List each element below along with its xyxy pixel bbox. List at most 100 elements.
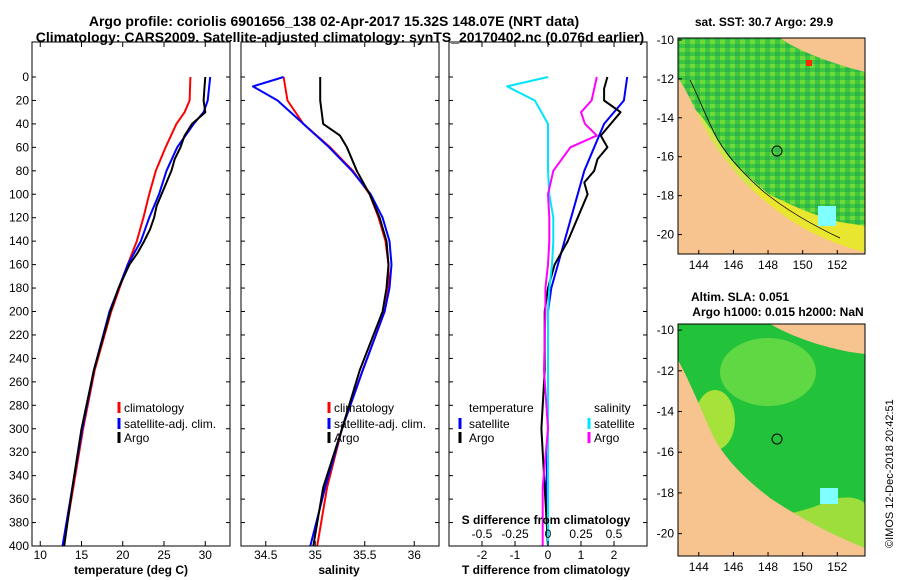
salinity-lines	[251, 76, 393, 546]
temperature-axes-box	[31, 41, 231, 547]
temperature-xtick-label: 10	[34, 548, 48, 562]
sst-lat-label: -14	[657, 111, 675, 125]
sla-lon-label: 152	[827, 560, 847, 574]
sla-lon-ticks: 144 146 148 150 152	[689, 552, 848, 574]
legend-label-climatology: climatology	[124, 401, 184, 415]
salinity-xlabel: salinity	[318, 563, 360, 577]
difference-lines	[506, 76, 629, 546]
difference-line-salinity-satellite	[506, 76, 555, 546]
sla-map: -10 -12 -14 -16 -18 -20 144 146 148 150 152	[657, 323, 866, 574]
sla-map-frame	[677, 323, 866, 557]
difference-line-salinity-argo	[541, 76, 598, 546]
sla-lon-label: 150	[793, 560, 813, 574]
legend-label-t-argo: Argo	[469, 431, 495, 445]
depth-tick-label: 260	[9, 375, 29, 389]
depth-tick-label: 380	[9, 516, 29, 530]
temperature-line-climatology	[62, 76, 192, 546]
sst-lat-ticks: -10 -12 -14 -16 -18 -20	[657, 33, 682, 242]
salinity-x-ticks: 34.5 35 35.5 36	[254, 42, 421, 562]
difference-xtick-label: -2	[477, 548, 488, 562]
salinity-axes-box	[240, 41, 440, 547]
legend-label-t-satellite: satellite	[469, 417, 510, 431]
depth-tick-label: 80	[16, 164, 30, 178]
depth-tick-label: 120	[9, 211, 29, 225]
sla-lat-label: -12	[657, 364, 675, 378]
sla-lon-label: 144	[689, 560, 709, 574]
salinity-depth-ticks	[241, 76, 439, 547]
salinity-line-satellite-adj-clim	[251, 76, 393, 546]
sla-lat-label: -16	[657, 445, 675, 459]
temperature-xtick-label: 30	[199, 548, 213, 562]
difference-s-tick-label: 0.5	[606, 527, 623, 541]
sst-lon-ticks: 144 146 148 150 152	[689, 250, 848, 272]
imos-credit: ©IMOS 12-Dec-2018 20:42:51	[884, 399, 896, 548]
sla-land	[678, 360, 865, 556]
depth-tick-label: 340	[9, 469, 29, 483]
sla-map-title-line1: Altim. SLA: 0.051	[691, 290, 789, 304]
temperature-xtick-label: 25	[157, 548, 171, 562]
sla-argo-location	[771, 433, 783, 445]
legend-label-satellite-adj: satellite-adj. clim.	[124, 417, 216, 431]
temperature-line-argo	[63, 76, 207, 546]
sla-lat-label: -10	[657, 323, 675, 337]
sst-argo-location	[771, 145, 783, 157]
difference-s-tick-label: -0.5	[472, 527, 493, 541]
temperature-depth-ticks: 0 20 40 60 80 100 120 140 160 180 200 220 240 260 280 3…	[9, 70, 230, 553]
depth-tick-label: 60	[16, 140, 30, 154]
difference-line-temperature-argo	[540, 76, 622, 546]
sla-lon-label: 148	[758, 560, 778, 574]
sst-lat-label: -10	[657, 33, 675, 47]
difference-xtick-label: 2	[611, 548, 618, 562]
difference-depth-ticks	[449, 76, 647, 547]
difference-s-tick-label: 0	[545, 527, 552, 541]
sla-land-north	[770, 324, 865, 354]
depth-tick-label: 320	[9, 445, 29, 459]
salinity-xtick-label: 34.5	[254, 548, 278, 562]
sla-lat-label: -18	[657, 486, 675, 500]
sst-lat-label: -16	[657, 150, 675, 164]
sst-land-north	[780, 38, 865, 72]
sla-map-title-line2: Argo h1000: 0.015 h2000: NaN	[692, 305, 863, 319]
difference-s-xlabel: S difference from climatology	[462, 513, 631, 527]
difference-legend-temperature: temperature satellite Argo	[458, 401, 534, 445]
sla-lon-label: 146	[723, 560, 743, 574]
depth-tick-label: 40	[16, 117, 30, 131]
sst-hot-pixel	[806, 60, 812, 66]
depth-tick-label: 220	[9, 328, 29, 342]
sst-lon-label: 152	[827, 258, 847, 272]
depth-tick-label: 400	[9, 539, 29, 553]
depth-tick-label: 140	[9, 234, 29, 248]
temperature-lines	[61, 76, 212, 546]
sst-map-title: sat. SST: 30.7 Argo: 29.9	[695, 15, 834, 29]
salinity-legend: climatology satellite-adj. clim. Argo	[327, 401, 426, 445]
difference-s-ticks: -0.5 -0.25 0 0.25 0.5	[472, 527, 623, 541]
sla-low-patch	[820, 488, 838, 504]
difference-line-temperature-satellite	[545, 76, 629, 546]
sst-lat-label: -18	[657, 189, 675, 203]
salinity-panel: 34.5 35 35.5 36 salinity climatology satell…	[240, 41, 440, 577]
depth-tick-label: 160	[9, 258, 29, 272]
sst-lon-label: 144	[689, 258, 709, 272]
legend-label-climatology: climatology	[334, 401, 394, 415]
salinity-xtick-label: 36	[408, 548, 422, 562]
depth-tick-label: 100	[9, 187, 29, 201]
sst-map: -10 -12 -14 -16 -18 -20 144 146 148 150 152	[657, 33, 866, 272]
depth-tick-label: 280	[9, 398, 29, 412]
difference-s-tick-label: 0.25	[569, 527, 593, 541]
legend-label-s-satellite: satellite	[594, 417, 635, 431]
legend-heading-salinity: salinity	[594, 401, 631, 415]
temperature-xtick-label: 15	[75, 548, 89, 562]
depth-tick-label: 360	[9, 492, 29, 506]
temperature-line-satellite-adj-clim	[61, 76, 212, 546]
sst-lon-label: 146	[723, 258, 743, 272]
temperature-legend: climatology satellite-adj. clim. Argo	[117, 401, 216, 445]
sla-high-region	[720, 338, 816, 406]
sst-lon-label: 150	[793, 258, 813, 272]
difference-s-tick-label: -0.25	[501, 527, 529, 541]
difference-x-ticks: -2 -1 0 1 2	[477, 42, 618, 562]
sst-lat-label: -20	[657, 228, 675, 242]
sla-lat-label: -20	[657, 527, 675, 541]
difference-t-xlabel: T difference from climatology	[462, 563, 630, 577]
legend-label-argo: Argo	[334, 431, 360, 445]
